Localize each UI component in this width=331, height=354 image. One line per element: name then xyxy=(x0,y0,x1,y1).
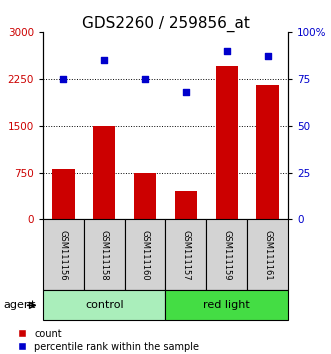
Bar xyxy=(125,219,166,290)
Point xyxy=(224,48,229,53)
Legend: count, percentile rank within the sample: count, percentile rank within the sample xyxy=(19,329,199,352)
Bar xyxy=(52,170,75,219)
Bar xyxy=(166,219,206,290)
Bar xyxy=(256,85,279,219)
Point xyxy=(142,76,148,81)
Point xyxy=(102,57,107,63)
Bar xyxy=(215,66,238,219)
Text: red light: red light xyxy=(203,300,250,310)
Bar xyxy=(166,290,288,320)
Bar xyxy=(93,126,116,219)
Point xyxy=(61,76,66,81)
Point xyxy=(183,89,189,95)
Text: GSM111156: GSM111156 xyxy=(59,229,68,280)
Text: GSM111159: GSM111159 xyxy=(222,230,231,280)
Bar xyxy=(84,219,125,290)
Bar xyxy=(206,219,247,290)
Point xyxy=(265,53,270,59)
Text: control: control xyxy=(85,300,123,310)
Bar xyxy=(43,219,84,290)
Bar xyxy=(175,191,197,219)
Text: GSM111157: GSM111157 xyxy=(181,229,190,280)
Title: GDS2260 / 259856_at: GDS2260 / 259856_at xyxy=(81,16,250,32)
Bar xyxy=(43,290,166,320)
Text: GSM111161: GSM111161 xyxy=(263,229,272,280)
Text: agent: agent xyxy=(3,300,36,310)
Text: GSM111160: GSM111160 xyxy=(141,229,150,280)
Text: GSM111158: GSM111158 xyxy=(100,229,109,280)
Bar xyxy=(134,172,156,219)
Bar xyxy=(247,219,288,290)
